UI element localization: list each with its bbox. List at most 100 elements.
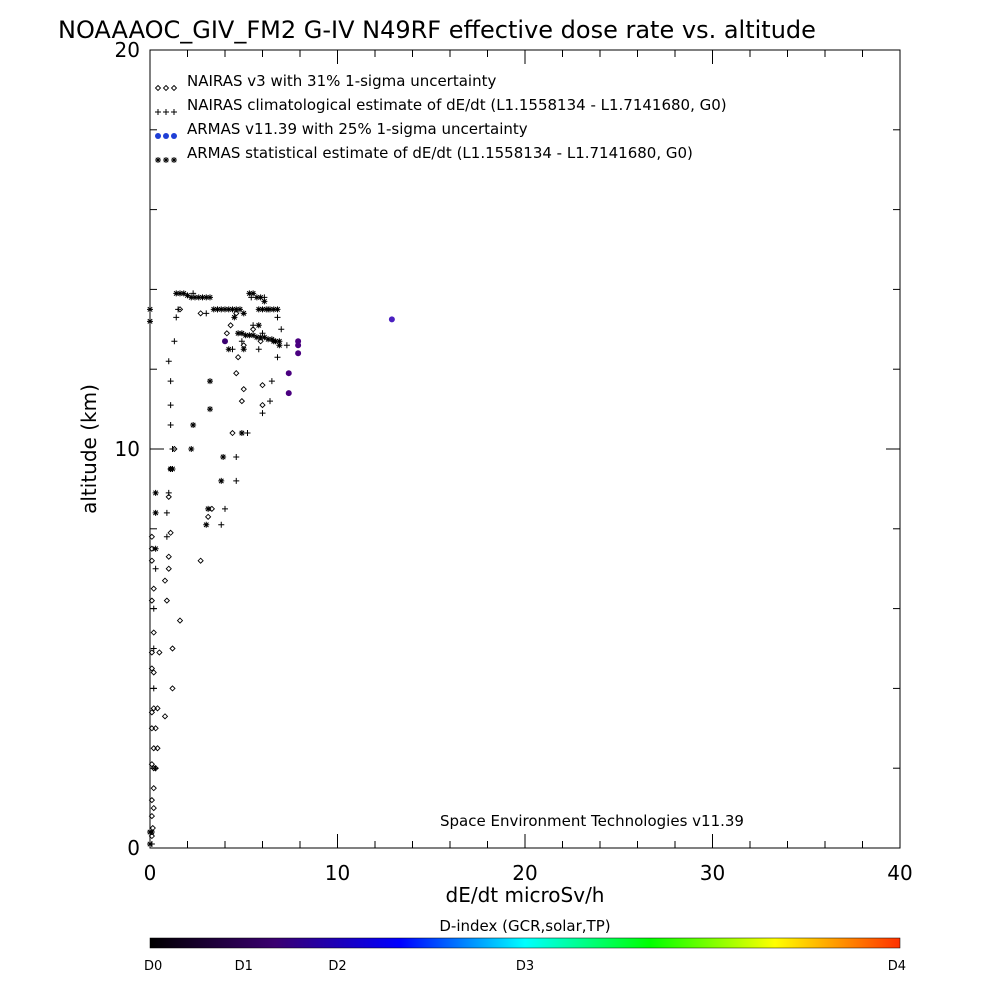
data-point [148, 533, 156, 540]
data-point [152, 765, 159, 772]
data-point [274, 314, 281, 321]
data-point [163, 597, 171, 604]
data-point [231, 314, 238, 321]
data-point [242, 332, 249, 339]
legend-marker [162, 84, 170, 92]
colorbar [149, 937, 901, 949]
data-point [169, 446, 176, 452]
data-point [197, 310, 204, 317]
legend-marker [163, 157, 169, 163]
data-point [148, 761, 156, 768]
data-point [227, 322, 234, 329]
legend-marker [155, 133, 161, 139]
data-point [169, 685, 176, 692]
legend-label: ARMAS statistical estimate of dE/dt (L1.… [187, 144, 693, 162]
data-point [234, 354, 242, 361]
legend-marker [170, 84, 178, 92]
data-point [295, 350, 302, 357]
data-point [188, 294, 195, 301]
data-point [169, 465, 176, 472]
data-point [154, 705, 161, 712]
data-point [218, 477, 225, 484]
data-point [207, 378, 213, 385]
colorbar-tick-label: D3 [516, 959, 534, 974]
data-point [203, 294, 210, 301]
data-point [263, 306, 270, 313]
data-point [165, 489, 172, 496]
data-point [150, 605, 157, 612]
series-diamond [148, 306, 266, 840]
data-point [147, 841, 153, 848]
data-point [250, 322, 257, 329]
y-tick-label: 0 [127, 836, 140, 860]
data-point [148, 796, 156, 804]
data-point [173, 314, 180, 321]
data-point [238, 397, 246, 405]
data-point [253, 294, 260, 301]
data-point [265, 336, 272, 343]
data-point [150, 585, 157, 592]
data-point [276, 338, 283, 345]
data-point [199, 294, 206, 301]
data-point [270, 338, 277, 345]
data-point [171, 338, 178, 345]
data-points [147, 290, 395, 848]
data-point [148, 812, 156, 820]
data-point [207, 294, 213, 301]
colorbar-labels: D0 D1 D2 D3 D4 [144, 959, 906, 974]
data-point [188, 446, 195, 452]
data-point [167, 402, 174, 409]
data-point [259, 401, 266, 409]
data-point [148, 649, 156, 656]
data-point [253, 334, 260, 341]
data-point [147, 318, 153, 325]
data-point [161, 713, 169, 720]
y-tick-label: 10 [115, 437, 140, 461]
data-point [204, 513, 212, 520]
data-point [148, 829, 155, 836]
data-point [197, 557, 204, 564]
x-tick-label: 10 [325, 861, 350, 885]
data-point [150, 669, 157, 676]
data-point [267, 398, 273, 405]
data-point [249, 326, 257, 333]
data-point [225, 306, 232, 313]
data-point [220, 453, 227, 460]
data-point [244, 430, 251, 437]
data-point [255, 306, 262, 313]
y-axis: 0 10 20 [115, 38, 900, 860]
data-point [192, 294, 198, 301]
data-point [190, 422, 197, 429]
data-point [257, 334, 264, 341]
data-point [255, 346, 262, 353]
y-tick-label: 20 [115, 38, 140, 62]
colorbar-tick-label: D1 [235, 959, 253, 974]
data-point [295, 338, 302, 345]
data-point [250, 290, 257, 297]
data-point [152, 545, 159, 552]
data-point [177, 290, 183, 297]
data-point [233, 306, 240, 313]
data-point [156, 649, 163, 656]
data-point [274, 354, 281, 361]
data-point [169, 645, 176, 652]
data-point [165, 553, 172, 560]
data-point [255, 322, 262, 329]
data-point [154, 745, 161, 752]
x-tick-label: 40 [887, 861, 912, 885]
data-point [163, 533, 170, 540]
legend-marker [171, 157, 177, 163]
data-point [165, 565, 172, 572]
data-point [259, 410, 266, 417]
series-dot [222, 316, 395, 397]
data-point [238, 330, 245, 337]
data-point [222, 306, 228, 313]
data-point [203, 521, 210, 528]
data-point [148, 545, 156, 552]
data-point [203, 310, 210, 317]
data-point [259, 306, 266, 313]
data-point [163, 509, 170, 516]
data-point [259, 382, 266, 389]
data-point [233, 370, 240, 377]
